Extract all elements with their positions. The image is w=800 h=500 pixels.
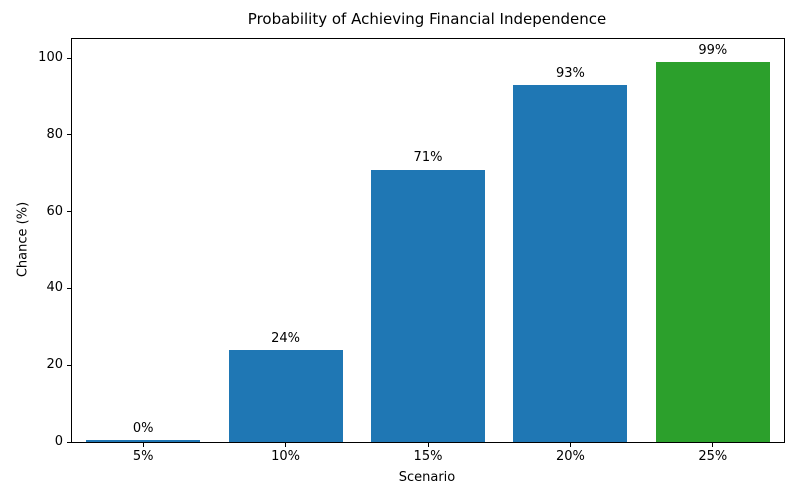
y-tick-label: 20 (46, 357, 63, 373)
chart-title: Probability of Achieving Financial Indep… (247, 10, 607, 28)
plot-area: 0 20 40 60 80 100 0% 5% 24% 10% 71% 15% 93% 20% 99% 25% (38, 38, 785, 464)
y-tick-mark (67, 211, 71, 213)
bar-value-label: 0% (132, 421, 154, 436)
bar-value-label: 93% (555, 66, 585, 82)
y-tick-label: 100 (38, 50, 63, 66)
y-tick-label: 40 (46, 280, 63, 296)
bar (371, 169, 485, 442)
bar (86, 440, 201, 442)
x-tick-mark (712, 443, 714, 447)
x-tick-label: 5% (132, 449, 154, 464)
x-tick-label: 20% (555, 449, 585, 464)
bar-value-label: 99% (698, 43, 728, 59)
x-tick-mark (427, 443, 429, 447)
y-tick-mark (67, 441, 71, 443)
y-tick-label: 80 (46, 126, 63, 142)
bar (655, 62, 770, 442)
bar (513, 85, 628, 442)
y-tick-mark (67, 364, 71, 366)
bar-value-label: 24% (271, 330, 301, 346)
y-tick-mark (67, 134, 71, 136)
y-tick-label: 0 (54, 434, 63, 449)
x-tick-mark (285, 443, 287, 447)
x-tick-mark (142, 443, 144, 447)
x-axis-label: Scenario (398, 470, 456, 485)
x-tick-label: 25% (698, 449, 728, 464)
x-tick-mark (569, 443, 571, 447)
y-tick-mark (67, 287, 71, 289)
bar (228, 349, 343, 442)
bar-value-label: 71% (413, 150, 443, 166)
y-tick-label: 60 (46, 203, 63, 219)
x-tick-label: 15% (413, 449, 443, 464)
y-tick-mark (67, 57, 71, 59)
x-tick-label: 10% (271, 449, 301, 464)
